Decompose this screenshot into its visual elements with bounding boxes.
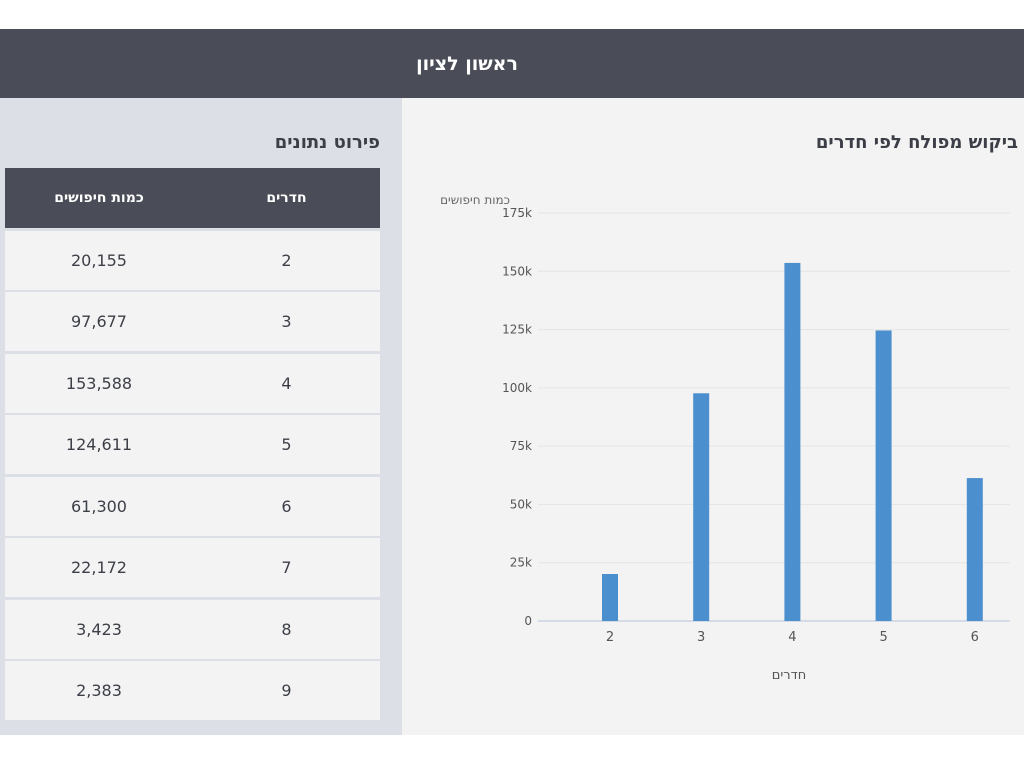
- y-tick-label: 0: [524, 614, 532, 628]
- x-tick-label: 3: [697, 630, 705, 645]
- data-table: כמות חיפושים חדרים 20,155 2 97,677 3 153,588…: [5, 168, 380, 720]
- table-row: 97,677 3: [5, 292, 380, 351]
- bar-4: [784, 262, 801, 621]
- searches-cell: 3,423: [76, 619, 122, 639]
- bar-2: [602, 574, 618, 621]
- searches-cell: 124,611: [65, 435, 133, 454]
- rooms-cell: 9: [281, 681, 292, 700]
- y-tick-label: 25k: [510, 556, 532, 570]
- rooms-cell: 3: [281, 312, 292, 331]
- column-header-searches: כמות חיפושים: [54, 190, 144, 206]
- bar-chart: 0 25k 50k 75k 100k 125k 150k 175k 2 3 4 5 6 חדרים: [502, 206, 1010, 683]
- x-tick-label: 6: [971, 630, 979, 645]
- rooms-cell: 5: [281, 435, 292, 454]
- table-row: 61,300 6: [5, 476, 380, 536]
- x-tick-label: 4: [788, 630, 796, 645]
- table-row: 2,383 9: [5, 661, 380, 720]
- table-row: 3,423 8: [5, 599, 380, 659]
- city-title: ראשון לציון: [416, 52, 518, 75]
- table-body: 20,155 2 97,677 3 153,588 4 124,611 5 61,300 6 22,…: [5, 230, 380, 720]
- table-row: 153,588 4: [5, 353, 380, 413]
- top-header-bar: ראשון לציון: [0, 29, 1024, 98]
- column-header-rooms: חדרים: [266, 190, 307, 206]
- rooms-cell: 6: [281, 496, 292, 516]
- rooms-cell: 2: [281, 250, 292, 270]
- x-axis-label: חדרים: [772, 668, 806, 683]
- bar-3: [693, 393, 710, 621]
- searches-cell: 2,383: [76, 681, 122, 700]
- bar-5: [875, 330, 892, 621]
- table-row: 124,611 5: [5, 415, 380, 474]
- chart-title: ביקוש מפולח לפי חדרים: [815, 132, 1018, 153]
- y-tick-label: 75k: [510, 439, 532, 453]
- table-row: 20,155 2: [5, 230, 380, 290]
- y-tick-label: 100k: [502, 381, 532, 395]
- rooms-cell: 4: [281, 373, 292, 393]
- searches-cell: 61,300: [71, 496, 127, 516]
- searches-cell: 97,677: [71, 312, 127, 331]
- rooms-cell: 8: [281, 619, 292, 639]
- bar-6: [966, 478, 983, 621]
- searches-cell: 22,172: [71, 558, 127, 577]
- y-tick-label: 150k: [502, 264, 532, 278]
- y-tick-label: 50k: [510, 497, 532, 511]
- x-tick-label: 2: [606, 630, 614, 645]
- rooms-cell: 7: [281, 558, 292, 577]
- y-tick-label: 125k: [502, 323, 532, 337]
- y-tick-label: 175k: [502, 206, 532, 220]
- searches-cell: 20,155: [71, 250, 127, 270]
- y-axis-label: כמות חיפושים: [440, 193, 510, 207]
- table-row: 22,172 7: [5, 538, 380, 597]
- table-header-row: כמות חיפושים חדרים: [5, 168, 380, 228]
- chart-panel: [402, 98, 1024, 735]
- table-title: פירוט נתונים: [274, 132, 380, 153]
- searches-cell: 153,588: [65, 373, 133, 393]
- x-tick-label: 5: [879, 630, 887, 645]
